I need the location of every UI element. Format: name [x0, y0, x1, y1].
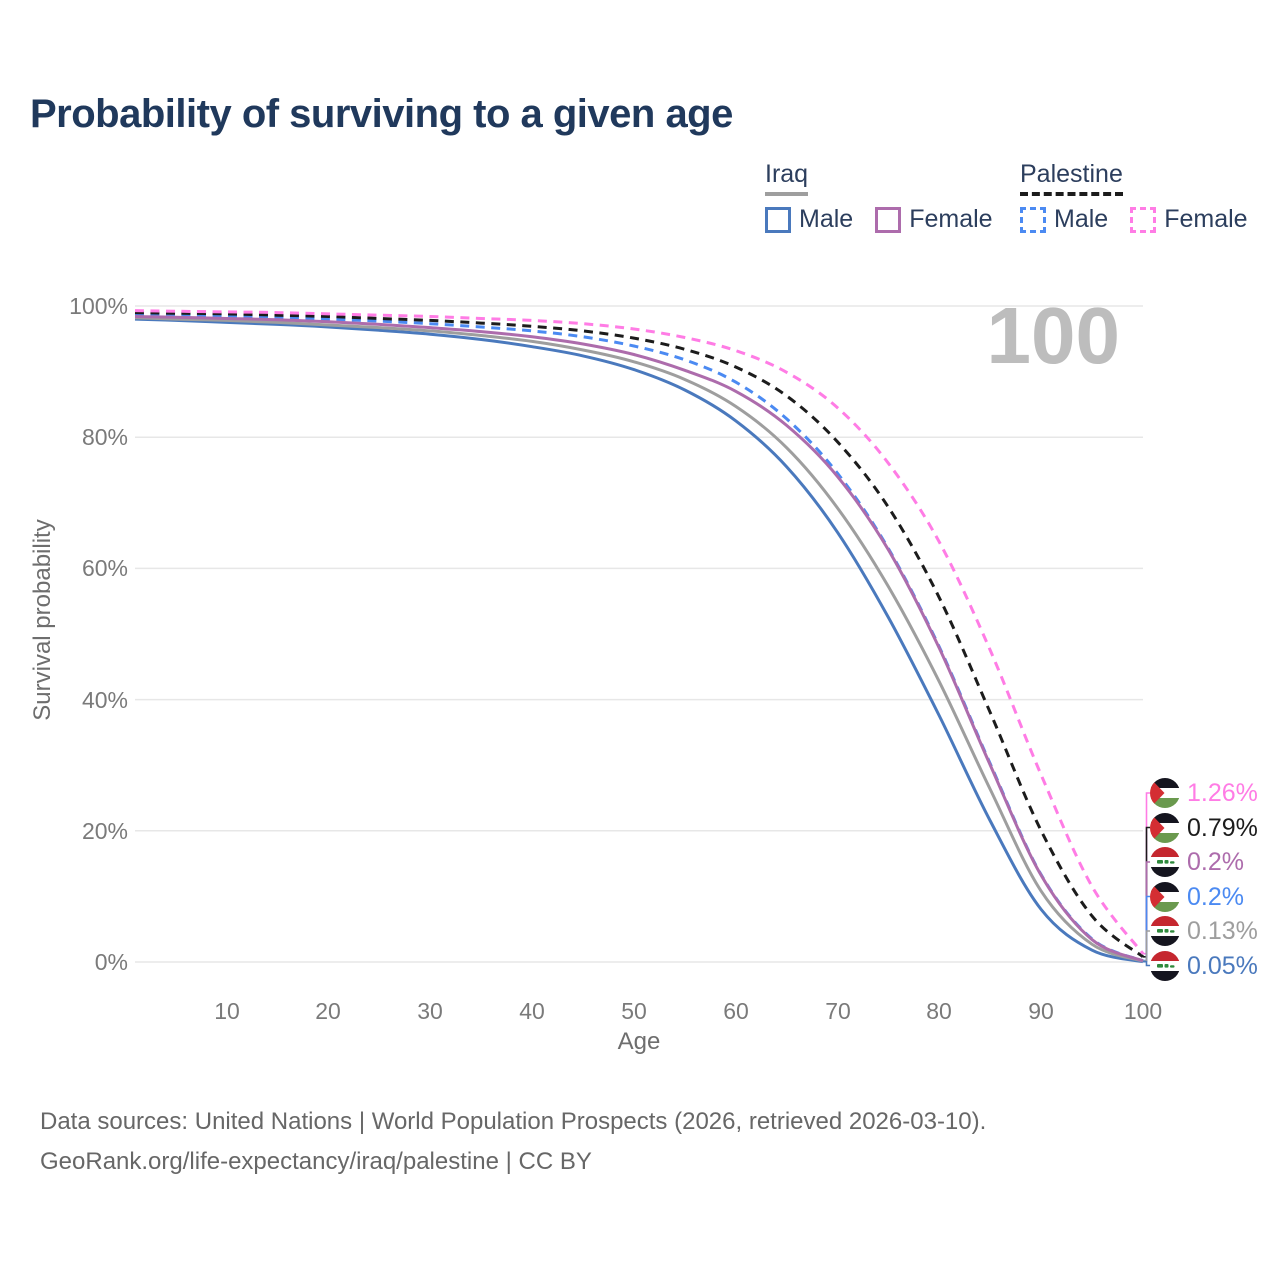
flag-icon-iraq — [1150, 951, 1180, 981]
iraq-male-swatch-icon — [765, 206, 791, 233]
end-label-value: 0.2% — [1187, 882, 1244, 911]
x-tick-label: 40 — [519, 998, 545, 1024]
y-tick-label: 40% — [81, 687, 128, 713]
end-label-row-palestine-male: 0.2% — [1150, 879, 1244, 915]
end-label-row-iraq-both: 0.13% — [1150, 913, 1258, 949]
x-tick-label: 10 — [214, 998, 240, 1024]
flag-icon-palestine — [1150, 813, 1180, 843]
y-tick-label: 60% — [81, 555, 128, 581]
x-tick-label: 70 — [825, 998, 851, 1024]
end-label-row-palestine-female: 1.26% — [1150, 775, 1258, 811]
y-tick-label: 80% — [81, 424, 128, 450]
flag-icon-palestine — [1150, 882, 1180, 912]
legend-item-iraq-female[interactable]: Female — [875, 205, 993, 234]
legend: Iraq Male Female Palestine Male — [0, 160, 1280, 240]
current-age-watermark: 100 — [986, 291, 1120, 380]
curve-iraq-male — [134, 317, 1144, 964]
y-axis-title: Survival probability — [29, 519, 56, 721]
end-label-value: 0.2% — [1187, 847, 1244, 876]
flag-icon-iraq — [1150, 916, 1180, 946]
legend-item-iraq-male[interactable]: Male — [765, 205, 853, 234]
y-tick-label: 100% — [69, 293, 128, 319]
end-label-value: 0.79% — [1187, 813, 1258, 842]
x-tick-label: 30 — [417, 998, 443, 1024]
y-tick-label: 0% — [94, 949, 128, 975]
curve-palestine-both — [134, 311, 1144, 958]
x-tick-label: 50 — [621, 998, 647, 1024]
y-tick-label: 20% — [81, 818, 128, 844]
legend-item-label: Male — [1054, 205, 1109, 233]
legend-item-palestine-female[interactable]: Female — [1130, 205, 1248, 234]
curve-palestine-male — [134, 312, 1144, 963]
flag-icon-palestine — [1150, 778, 1180, 808]
end-label-value: 1.26% — [1187, 778, 1258, 807]
x-tick-label: 60 — [723, 998, 749, 1024]
x-tick-label: 100 — [1123, 998, 1163, 1024]
x-tick-label: 20 — [315, 998, 341, 1024]
legend-items-palestine: Male Female — [1020, 205, 1248, 234]
footer-sources: Data sources: United Nations | World Pop… — [40, 1108, 987, 1135]
x-axis-title: Age — [617, 1028, 661, 1055]
end-label-row-iraq-female: 0.2% — [1150, 844, 1244, 880]
legend-group-palestine: Palestine Male Female — [1020, 160, 1248, 234]
end-label-row-iraq-male: 0.05% — [1150, 948, 1258, 984]
palestine-female-swatch-icon — [1130, 206, 1157, 233]
legend-item-palestine-male[interactable]: Male — [1020, 205, 1108, 234]
legend-item-label: Male — [799, 205, 854, 233]
end-label-value: 0.13% — [1187, 916, 1258, 945]
palestine-male-swatch-icon — [1020, 206, 1046, 233]
legend-group-title-palestine[interactable]: Palestine — [1020, 160, 1123, 196]
legend-group-title-iraq[interactable]: Iraq — [765, 160, 809, 196]
end-connector-iraq-male — [1143, 960, 1151, 967]
curve-palestine-female — [134, 309, 1145, 955]
x-tick-label: 90 — [1028, 998, 1054, 1024]
end-label-row-palestine-both: 0.79% — [1150, 810, 1258, 846]
curve-iraq-both — [134, 316, 1144, 963]
curve-iraq-female — [134, 315, 1144, 963]
legend-items-iraq: Male Female — [765, 205, 993, 234]
legend-item-label: Female — [1164, 205, 1248, 233]
iraq-female-swatch-icon — [875, 206, 902, 233]
flag-icon-iraq — [1150, 847, 1180, 877]
x-tick-label: 80 — [926, 998, 952, 1024]
footer-attribution: GeoRank.org/life-expectancy/iraq/palesti… — [40, 1148, 592, 1175]
page-title: Probability of surviving to a given age — [30, 92, 733, 136]
end-label-value: 0.05% — [1187, 951, 1258, 980]
legend-item-label: Female — [909, 205, 993, 233]
legend-group-iraq: Iraq Male Female — [765, 160, 993, 234]
